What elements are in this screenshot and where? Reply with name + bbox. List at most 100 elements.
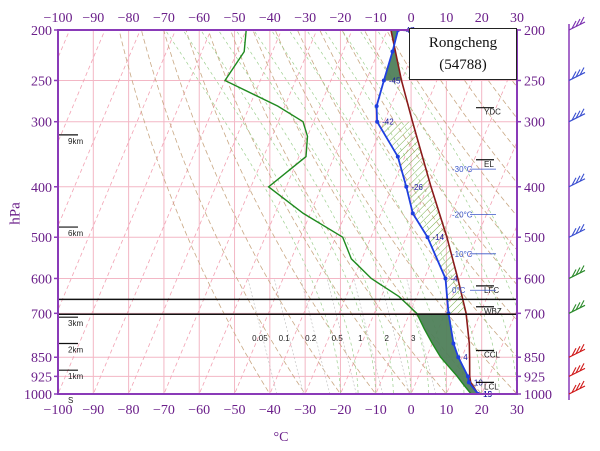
wind-barb: [569, 224, 585, 237]
moist-adiabat-line: [324, 30, 499, 405]
temperature-point: [467, 380, 471, 384]
wind-barb-shaft: [569, 114, 585, 122]
temperature-point: [404, 185, 408, 189]
isotherm-line: [159, 18, 321, 405]
x-tick-label-top: −10: [365, 11, 387, 26]
wind-barb: [569, 344, 585, 357]
y-tick-label-right: 925: [524, 370, 545, 385]
y-tick-label-left: 700: [31, 307, 52, 322]
temperature-value-label: -42: [382, 118, 394, 127]
temperature-point: [451, 342, 455, 346]
x-tick-label-top: −90: [82, 11, 104, 26]
x-tick-label-bottom: −30: [294, 403, 316, 418]
iso-level-label: -30°C: [452, 165, 473, 174]
y-tick-label-right: 700: [524, 307, 545, 322]
y-tick-label-left: 500: [31, 231, 52, 246]
dry-adiabat-line: [182, 18, 384, 405]
x-tick-label-top: 10: [439, 11, 453, 26]
y-tick-label-left: 200: [31, 24, 52, 39]
dry-adiabat-line: [138, 18, 312, 405]
temperature-point: [382, 78, 386, 82]
y-tick-label-right: 850: [524, 351, 545, 366]
y-tick-label-right: 300: [524, 116, 545, 131]
wind-barb: [569, 265, 585, 278]
mixing-ratio-label: 1: [358, 334, 363, 343]
temperature-point: [466, 374, 470, 378]
wind-barb: [569, 174, 585, 187]
iso-level-label: -20°C: [452, 210, 473, 219]
isotherm-line: [89, 18, 251, 405]
mixing-ratio-label: 2: [385, 334, 390, 343]
x-tick-label-top: −50: [224, 11, 246, 26]
level-mark-label: LCL: [484, 382, 499, 391]
height-mark-label: 6km: [68, 229, 83, 238]
wind-barb-shaft: [569, 305, 585, 313]
y-tick-label-left: 250: [31, 74, 52, 89]
height-mark-label: 2km: [68, 346, 83, 355]
title-box: Rongcheng (54788): [409, 28, 517, 80]
temperature-point: [443, 276, 447, 280]
mixing-ratio-label: 0.05: [252, 334, 268, 343]
wind-barb-shaft: [569, 349, 585, 357]
isotherm-line: [265, 18, 427, 405]
x-tick-label-bottom: −40: [259, 403, 281, 418]
temperature-point: [375, 120, 379, 124]
temperature-value-label: -4: [450, 274, 458, 283]
wind-barb-shaft: [569, 229, 585, 237]
y-tick-label-left: 400: [31, 181, 52, 196]
x-tick-label-bottom: 10: [439, 403, 453, 418]
temperature-point: [411, 211, 415, 215]
height-mark-label: 1km: [68, 372, 83, 381]
y-axis-label: hPa: [8, 194, 25, 234]
dry-adiabat-line: [116, 18, 276, 405]
x-tick-label-bottom: −20: [330, 403, 352, 418]
temperature-point: [425, 235, 429, 239]
wind-barb-shaft: [569, 72, 585, 80]
x-tick-label-top: −20: [330, 11, 352, 26]
wind-barb: [569, 67, 585, 80]
y-tick-label-right: 200: [524, 24, 545, 39]
wind-barb: [569, 300, 585, 313]
level-mark-label: WBZ: [484, 307, 502, 316]
y-tick-label-right: 600: [524, 272, 545, 287]
iso-level-label: -10°C: [452, 250, 473, 259]
x-tick-label-top: −60: [188, 11, 210, 26]
x-tick-label-bottom: −10: [365, 403, 387, 418]
mixing-ratio-label: 0.1: [279, 334, 291, 343]
x-tick-label-bottom: −70: [153, 403, 175, 418]
y-tick-label-left: 850: [31, 351, 52, 366]
temperature-point: [396, 155, 400, 159]
moist-adiabat-line: [183, 30, 358, 405]
y-tick-label-left: 300: [31, 116, 52, 131]
dry-adiabat-line: [578, 18, 600, 405]
x-tick-label-bottom: −60: [188, 403, 210, 418]
level-mark-label: YDC: [484, 108, 501, 117]
moist-adiabat-line: [236, 30, 411, 405]
temperature-value-label: -26: [411, 183, 423, 192]
temperature-value-label: -14: [432, 233, 444, 242]
x-tick-label-top: −70: [153, 11, 175, 26]
station-name: Rongcheng: [410, 32, 516, 54]
x-tick-label-top: −80: [118, 11, 140, 26]
wind-barb-shaft: [569, 270, 585, 278]
moist-adiabat-line: [201, 30, 376, 405]
mixing-ratio-label: 0.5: [332, 334, 344, 343]
wind-barb-shaft: [569, 179, 585, 187]
y-tick-label-left: 600: [31, 272, 52, 287]
temperature-point: [375, 104, 379, 108]
isotherm-line: [0, 18, 4, 405]
height-mark-label: 9km: [68, 137, 83, 146]
isotherm-line: [124, 18, 286, 405]
temperature-point: [456, 355, 460, 359]
x-tick-label-top: 20: [475, 11, 489, 26]
x-tick-label-bottom: −50: [224, 403, 246, 418]
x-axis-label: °C: [266, 430, 296, 446]
level-mark-label: EL: [484, 160, 494, 169]
x-tick-label-bottom: 30: [510, 403, 524, 418]
x-tick-label-top: 0: [408, 11, 415, 26]
temperature-point: [390, 50, 394, 54]
x-tick-label-bottom: −90: [82, 403, 104, 418]
y-tick-label-right: 500: [524, 231, 545, 246]
y-tick-label-right: 400: [524, 181, 545, 196]
x-tick-label-bottom: −80: [118, 403, 140, 418]
